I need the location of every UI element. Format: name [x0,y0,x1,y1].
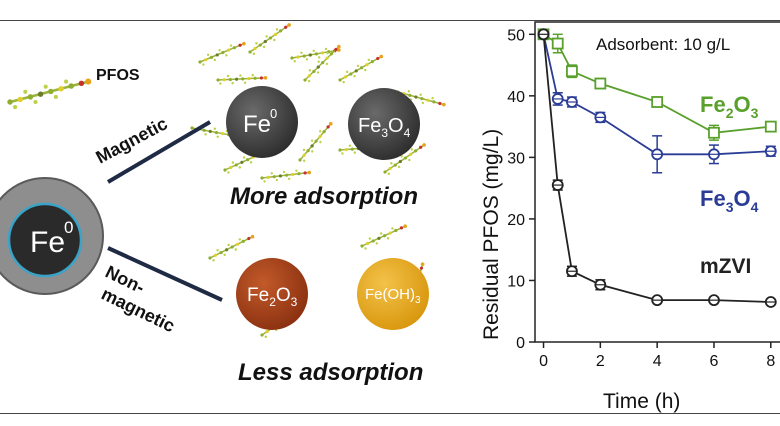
pfos-molecule [357,223,411,252]
fe3o4-series-mid: O [733,186,750,211]
pfos-legend-molecule [6,77,93,111]
data-point [566,65,578,78]
x-tick-label: 8 [766,353,775,370]
core-superscript: 0 [64,218,73,237]
pfos-molecule [289,43,342,68]
series-fe2o3 [537,28,777,141]
x-axis-label: Time (h) [603,390,680,413]
feoh3-label-sub1: 3 [415,295,421,306]
fe2o3-series-mid: O [733,92,750,117]
y-tick-label: 10 [507,273,525,290]
pfos-label: PFOS [96,67,140,84]
fe3o4-label-part1: Fe [358,115,381,137]
data-point [651,96,664,108]
series-label-mzvi: mZVI [700,255,751,278]
y-tick-label: 30 [507,150,525,167]
fe0-label: Fe [243,111,271,138]
pfos-molecule [204,233,259,264]
nonmagnetic-branch-line [107,246,223,302]
mzvi-series-base: mZVI [700,255,751,278]
fe3o4-label-sub1: 3 [381,126,388,140]
fe2o3-series-base: Fe [700,92,726,117]
more-adsorption-text: More adsorption [230,183,418,210]
fe3o4-particle: Fe3O4 [348,88,420,160]
data-point [764,120,777,133]
y-axis-label: Residual PFOS (mg/L) [480,129,503,340]
axis-ticks: 0 10 20 30 40 50 0 2 4 6 8 [507,27,775,370]
fe2o3-series-sub2: 3 [751,105,759,121]
fe2o3-label-part1: Fe [247,285,269,306]
magnetic-label: Magnetic [92,113,170,167]
data-point [551,37,564,50]
core-label: Fe [30,226,65,259]
x-tick-label: 6 [710,353,719,370]
fe3o4-series-sub2: 4 [751,199,759,215]
feoh3-particle: Fe(OH)3 [357,258,429,330]
x-tick-label: 4 [653,353,662,370]
data-point [594,77,607,90]
pfos-molecule [290,120,343,166]
fe0-particle: Fe 0 [226,86,298,158]
feoh3-label-part1: Fe(OH) [365,286,415,303]
svg-text:Fe2O3: Fe2O3 [247,285,298,309]
fe2o3-label-part2: O [276,285,291,306]
fe3o4-series-base: Fe [700,186,726,211]
pfos-molecule [334,53,389,86]
y-tick-label: 50 [507,27,525,44]
mzvi-core-particle: Fe 0 [0,177,104,295]
fe0-superscript: 0 [270,106,277,121]
x-tick-label: 2 [596,353,605,370]
pfos-molecule [295,43,350,86]
data-series [537,28,777,308]
svg-text:Fe3O4: Fe3O4 [358,115,411,140]
x-tick-label: 0 [539,353,548,370]
fe3o4-series-sub1: 3 [726,199,734,215]
pfos-removal-chart: 0 10 20 30 40 50 0 2 4 6 8 Adsorbent: 10 g/L Resid… [480,21,780,413]
fe2o3-label-sub2: 3 [291,295,298,309]
pfos-molecule [195,40,249,68]
plot-area [534,21,780,343]
fe3o4-label-part2: O [388,115,404,137]
fe2o3-series-sub1: 2 [726,105,734,121]
data-point [708,126,720,139]
fe3o4-label-sub2: 4 [404,126,411,140]
magnetic-branch-line [106,120,212,184]
series-label-fe3o4: Fe3O4 [700,186,759,215]
series-mzvi [537,28,777,308]
y-tick-label: 0 [516,335,525,352]
series-label-fe2o3: Fe2O3 [700,92,759,121]
svg-text:Fe(OH)3: Fe(OH)3 [365,286,421,306]
chart-annotation: Adsorbent: 10 g/L [596,35,730,54]
pfos-molecule [243,21,298,58]
less-adsorption-text: Less adsorption [238,359,423,386]
y-tick-label: 40 [507,89,525,106]
fe2o3-particle: Fe2O3 [236,258,308,330]
figure-frame [0,20,780,414]
y-tick-label: 20 [507,212,525,229]
fe2o3-label-sub1: 2 [269,295,276,309]
